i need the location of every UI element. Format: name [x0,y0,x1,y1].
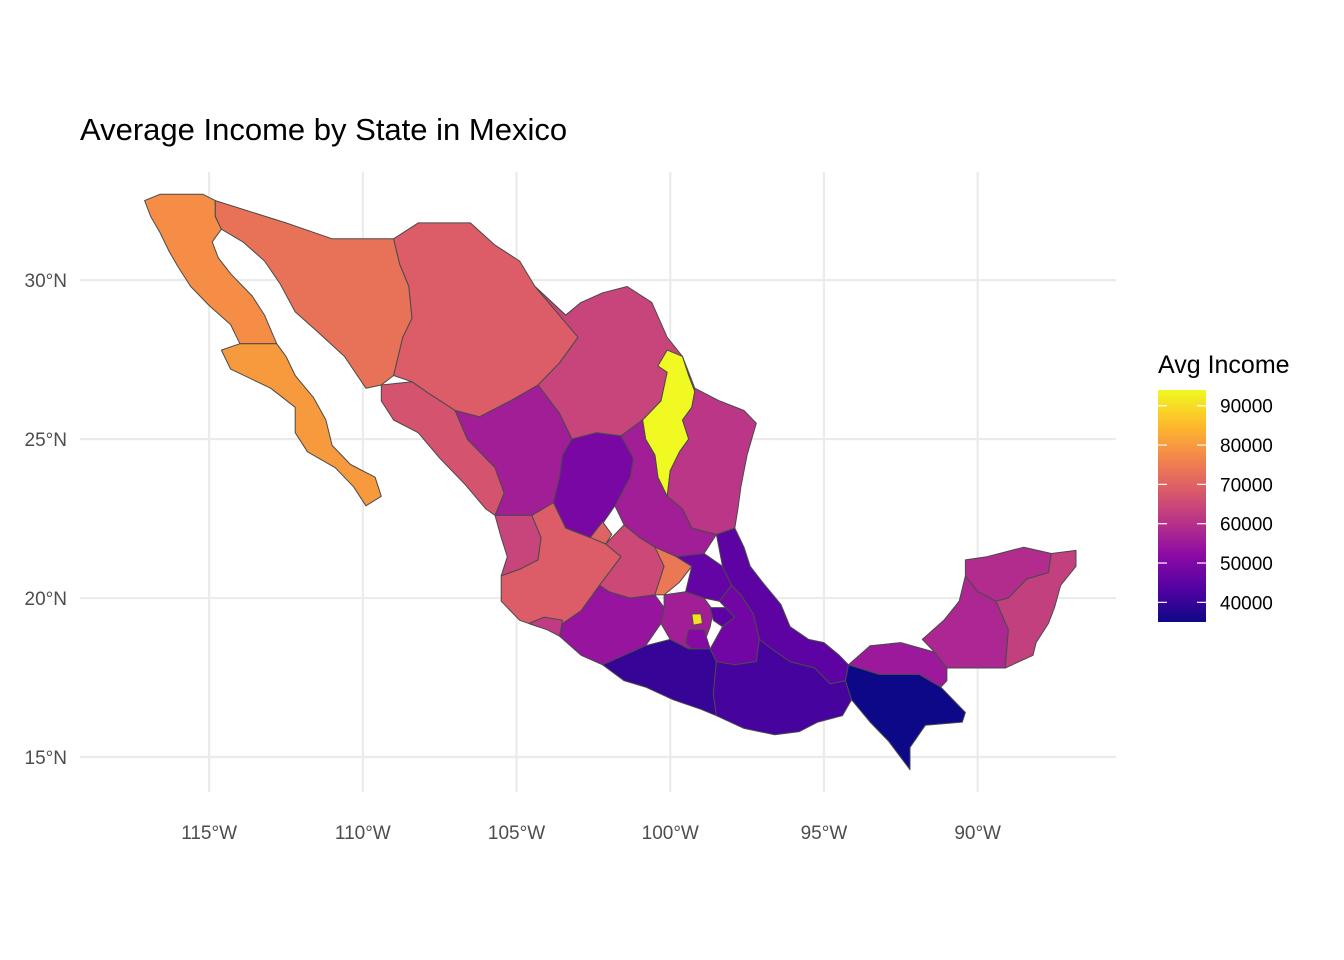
lon-tick-label: 105°W [488,823,545,844]
state-ciudad-de-mexico [691,613,703,626]
legend: Avg Income 40000 50000 60000 70000 80000 9000… [1158,351,1290,622]
lon-tick-label: 110°W [335,823,391,844]
legend-tick-label: 60000 [1220,515,1273,536]
legend-tick-label: 40000 [1220,593,1273,614]
lat-tick-label: 15°N [25,748,67,769]
legend-tick-label: 80000 [1220,436,1273,457]
legend-title: Avg Income [1158,351,1290,379]
legend-tick-label: 90000 [1220,397,1273,418]
state-oaxaca [712,638,853,736]
state-chiapas [845,664,966,771]
legend-ticks: 40000 50000 60000 70000 80000 90000 [1158,397,1273,614]
lon-tick-label: 115°W [181,823,237,844]
axis-tick-labels: 115°W 110°W 105°W 100°W 95°W 90°W 15°N 20°N 25°N… [25,271,1002,844]
lon-tick-label: 95°W [801,823,848,844]
legend-tick-label: 50000 [1220,554,1273,575]
lon-tick-label: 90°W [954,823,1001,844]
state-san-luis-potosi [614,419,717,558]
lat-tick-label: 30°N [25,271,67,292]
state-quintana-roo [995,549,1077,669]
state-baja-california-sur [220,343,382,507]
lon-tick-label: 100°W [642,823,699,844]
lat-tick-label: 20°N [25,589,67,610]
map-title: Average Income by State in Mexico [80,112,567,147]
state-tabasco [848,642,948,688]
lat-tick-label: 25°N [25,430,67,451]
legend-colorbar [1158,390,1206,622]
legend-tick-label: 70000 [1220,475,1273,496]
state-polygons [144,193,1077,771]
